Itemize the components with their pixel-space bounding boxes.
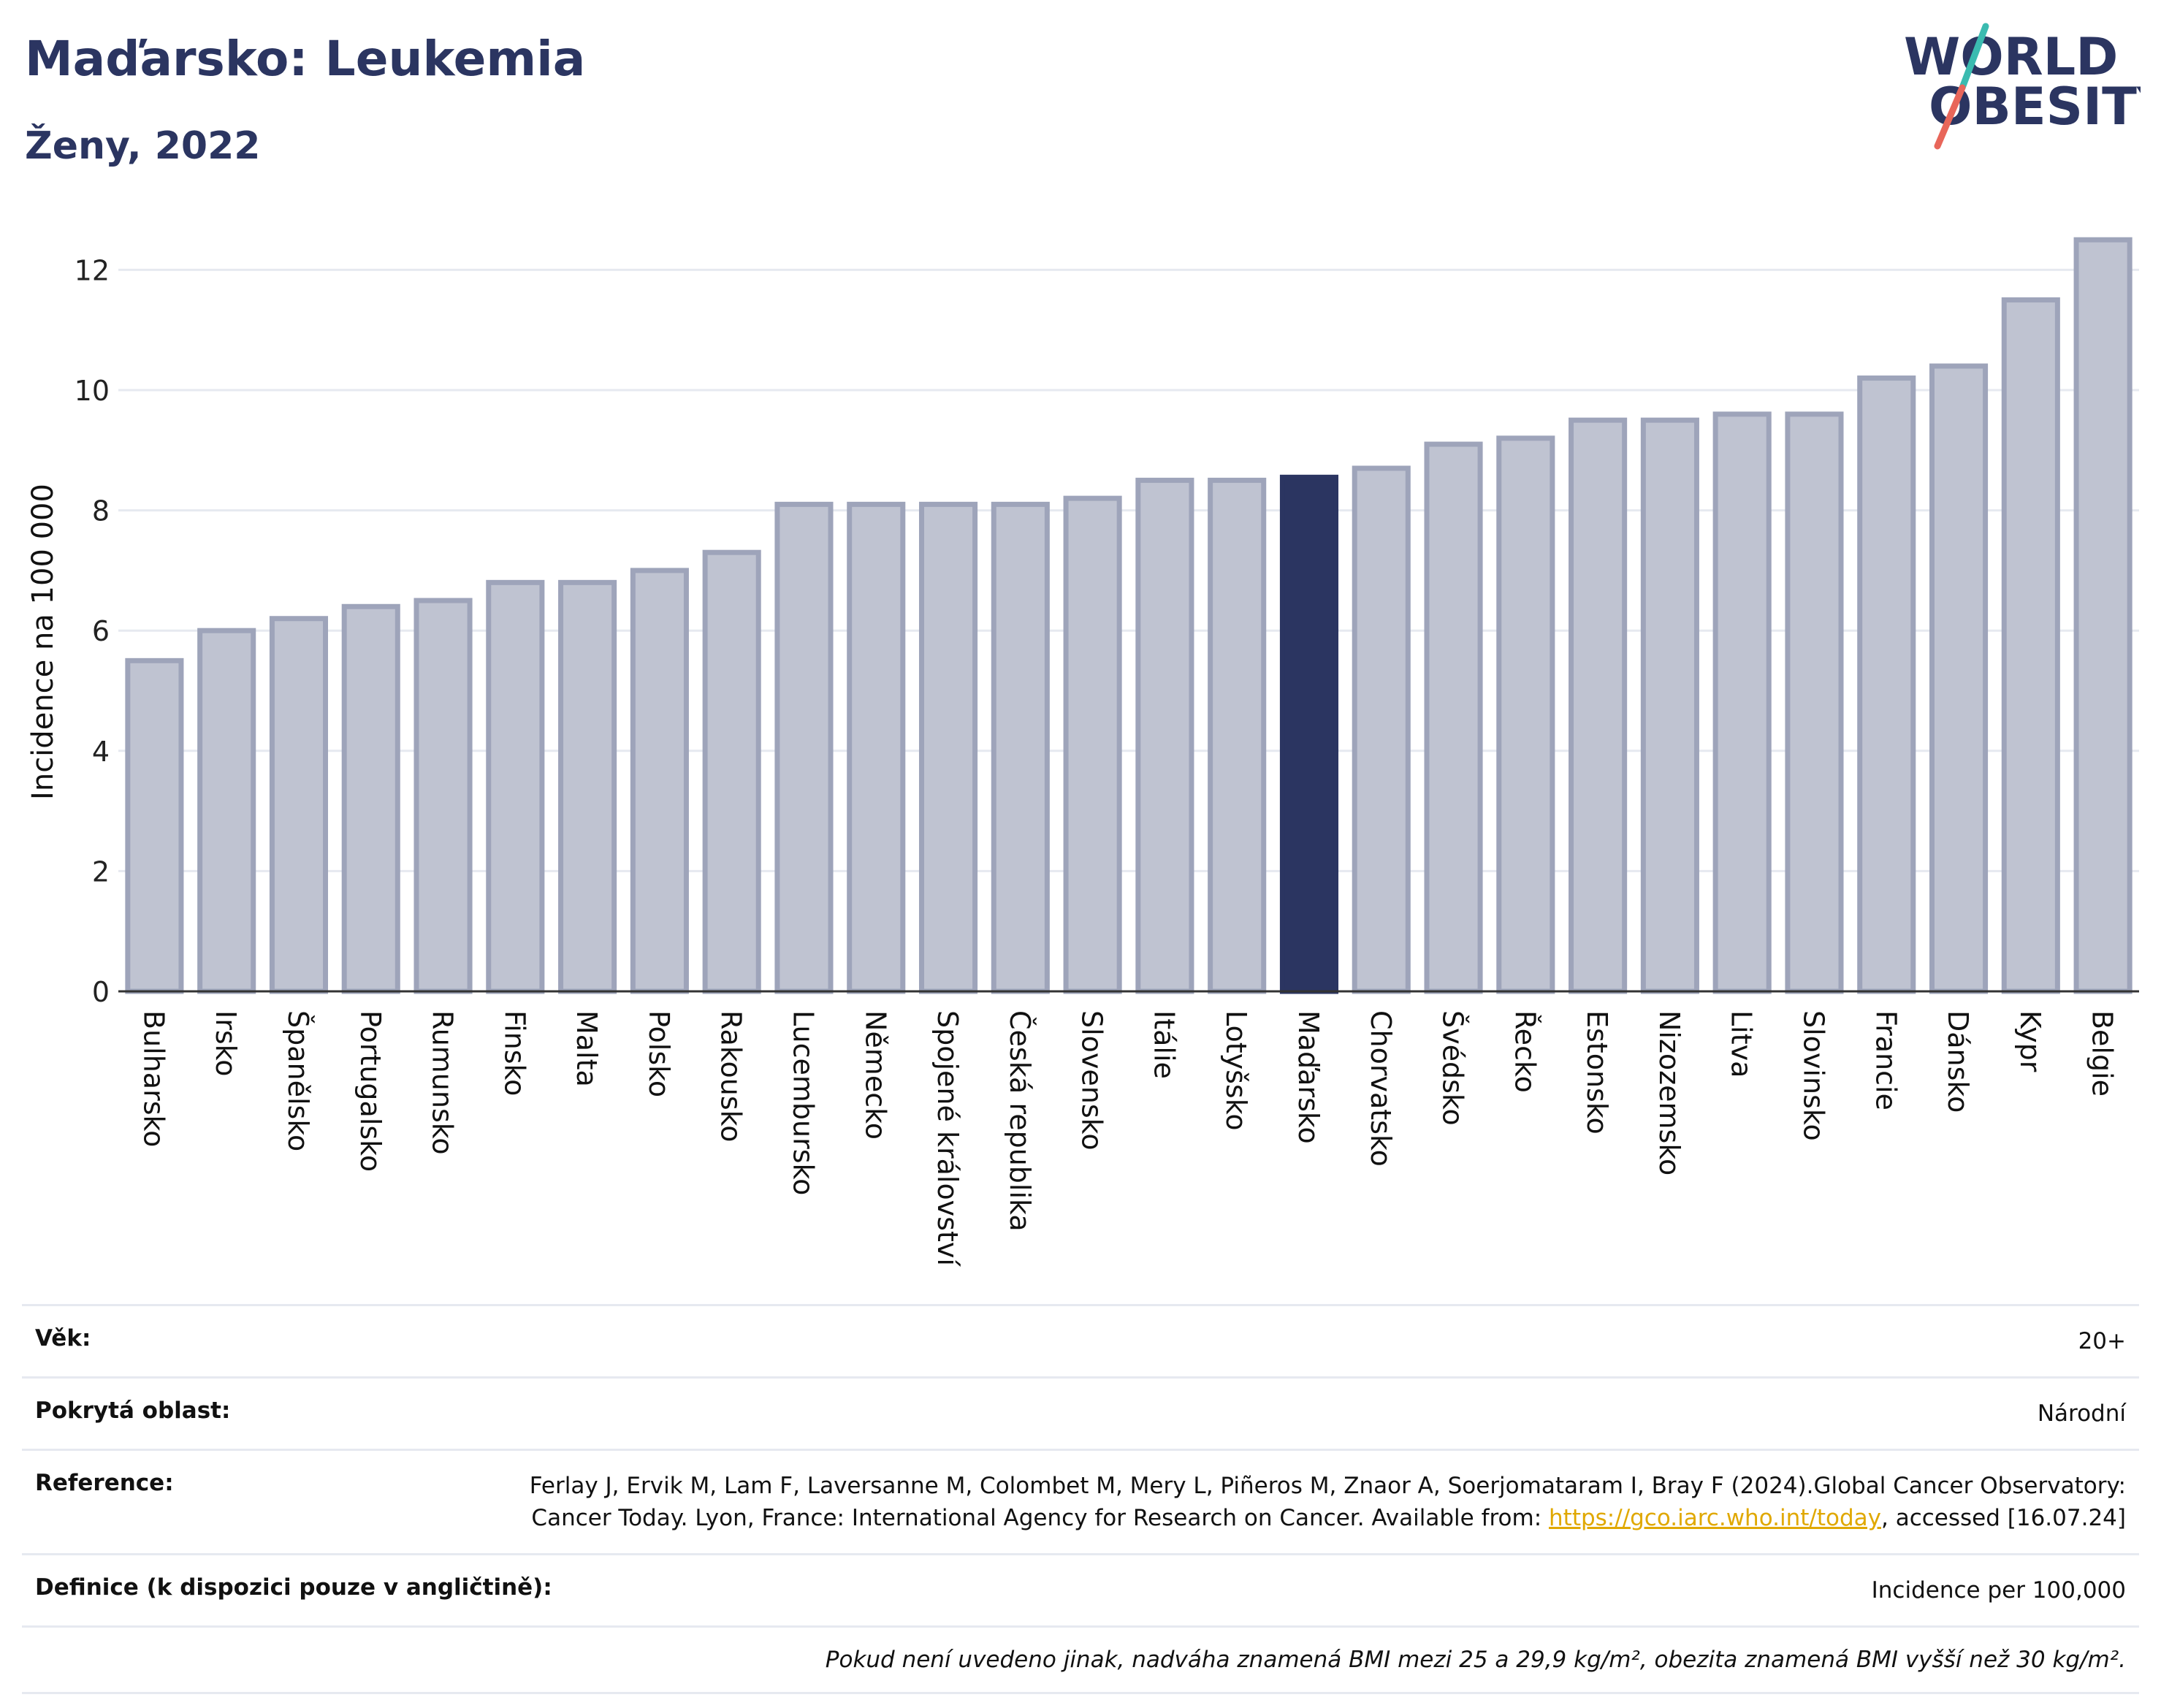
reference-text: Ferlay J, Ervik M, Lam F, Laversanne M, … — [529, 1473, 2126, 1531]
y-tick-label: 4 — [92, 736, 110, 768]
bar — [630, 568, 689, 994]
area-label: Pokrytá oblast: — [35, 1398, 231, 1424]
x-tick-label: Litva — [1726, 1010, 1758, 1078]
bar — [1640, 417, 1699, 994]
bar — [1712, 411, 1772, 994]
x-tick-label: Lotyšsko — [1220, 1010, 1252, 1131]
x-tick-label: Malta — [571, 1010, 603, 1087]
x-tick-label: Itálie — [1148, 1010, 1180, 1079]
x-tick-label: Švédsko — [1437, 1010, 1469, 1126]
bar — [1785, 411, 1844, 994]
bar — [269, 616, 329, 994]
x-tick-label: Dánsko — [1942, 1010, 1974, 1113]
age-label: Věk: — [35, 1325, 91, 1351]
metadata-table: Věk: 20+ Pokrytá oblast: Národní Referen… — [22, 1304, 2139, 1694]
meta-row-reference: Reference: Ferlay J, Ervik M, Lam F, Lav… — [22, 1449, 2139, 1553]
x-tick-label: Irsko — [210, 1010, 242, 1077]
bar — [413, 598, 473, 994]
x-tick-label: Maďarsko — [1292, 1010, 1325, 1144]
bar — [1424, 441, 1483, 994]
bar — [486, 579, 545, 994]
logo-slash-teal — [1959, 23, 1989, 91]
x-tick-label: Estonsko — [1581, 1010, 1613, 1135]
bar — [1135, 477, 1194, 994]
x-tick-label: Lucembursko — [787, 1010, 819, 1195]
chart-title: Maďarsko: Leukemia — [25, 31, 586, 87]
x-tick-label: Kypr — [2014, 1010, 2046, 1072]
bar — [1352, 465, 1411, 994]
bar — [1063, 495, 1122, 994]
reference-accessed: , accessed [16.07.24] — [1880, 1505, 2126, 1531]
reference-link[interactable]: https://gco.iarc.who.int/today — [1549, 1505, 1881, 1531]
reference-value: Ferlay J, Ervik M, Lam F, Laversanne M, … — [519, 1470, 2126, 1534]
bar — [1496, 435, 1555, 994]
bar — [341, 603, 400, 994]
bar-highlighted — [1279, 474, 1339, 994]
meta-row-note: Pokud není uvedeno jinak, nadváha znamen… — [22, 1625, 2139, 1694]
y-tick-label: 12 — [75, 254, 110, 286]
x-tick-label: Slovensko — [1076, 1010, 1108, 1151]
x-tick-label: Portugalsko — [354, 1010, 386, 1172]
x-tick-labels: Bulharsko Irsko Španělsko Portugalsko Rumuns… — [137, 1010, 2118, 1267]
x-tick-label: Bulharsko — [137, 1010, 169, 1147]
x-tick-label: Řecko — [1509, 1010, 1541, 1093]
x-tick-label: Finsko — [498, 1010, 530, 1096]
bar — [918, 501, 978, 994]
x-tick-label: Německo — [859, 1010, 891, 1140]
bar — [774, 501, 834, 994]
meta-row-age: Věk: 20+ — [22, 1304, 2139, 1376]
world-obesity-logo: WORLD OBESITY — [1904, 23, 2141, 150]
definition-label: Definice (k dispozici pouze v angličtině… — [35, 1574, 552, 1601]
y-tick-label: 2 — [92, 855, 110, 888]
x-tick-label: Chorvatsko — [1365, 1010, 1397, 1167]
bmi-note: Pokud není uvedeno jinak, nadváha znamen… — [825, 1647, 2126, 1673]
x-tick-label: Rumunsko — [427, 1010, 459, 1155]
logo-text-world: WORLD — [1904, 27, 2118, 87]
bar — [1929, 363, 1989, 994]
y-tick-label: 10 — [75, 375, 110, 407]
bar — [991, 501, 1050, 994]
x-tick-label: Belgie — [2086, 1010, 2119, 1097]
y-tick-label: 6 — [92, 615, 110, 647]
bar — [2001, 297, 2060, 994]
reference-label: Reference: — [35, 1470, 174, 1496]
x-tick-label: Polsko — [643, 1010, 675, 1097]
bar — [1208, 477, 1267, 994]
bar — [197, 628, 256, 994]
y-tick-label: 8 — [92, 495, 110, 527]
logo-slash-red — [1934, 84, 1966, 150]
bar — [1569, 417, 1628, 994]
x-tick-label: Rakousko — [715, 1010, 747, 1143]
x-tick-label: Česká republika — [1004, 1010, 1036, 1232]
definition-value: Incidence per 100,000 — [1871, 1577, 2126, 1604]
bars — [125, 237, 2133, 994]
chart-subtitle: Ženy, 2022 — [25, 124, 261, 168]
meta-row-definition: Definice (k dispozici pouze v angličtině… — [22, 1553, 2139, 1625]
bar — [847, 501, 906, 994]
y-tick-label: 0 — [92, 976, 110, 1008]
bar — [125, 657, 184, 994]
bar-chart: 0 2 4 6 8 10 12 Bulharsko Irsko Španělsko Portuga… — [26, 237, 2139, 1267]
y-axis-title: Incidence na 100 000 — [26, 484, 60, 800]
area-value: Národní — [2037, 1400, 2126, 1427]
x-tick-label: Španělsko — [282, 1010, 314, 1151]
bar — [558, 579, 617, 994]
x-tick-label: Francie — [1870, 1010, 1902, 1110]
meta-row-area: Pokrytá oblast: Národní — [22, 1376, 2139, 1449]
age-value: 20+ — [2078, 1328, 2126, 1354]
bar — [702, 549, 761, 994]
x-tick-label: Nizozemsko — [1653, 1010, 1685, 1175]
x-tick-label: Slovinsko — [1797, 1010, 1829, 1141]
x-tick-label: Spojené království — [931, 1010, 964, 1267]
y-tick-labels: 0 2 4 6 8 10 12 — [75, 254, 110, 1008]
bar — [1857, 375, 1916, 994]
bar — [2073, 237, 2133, 994]
